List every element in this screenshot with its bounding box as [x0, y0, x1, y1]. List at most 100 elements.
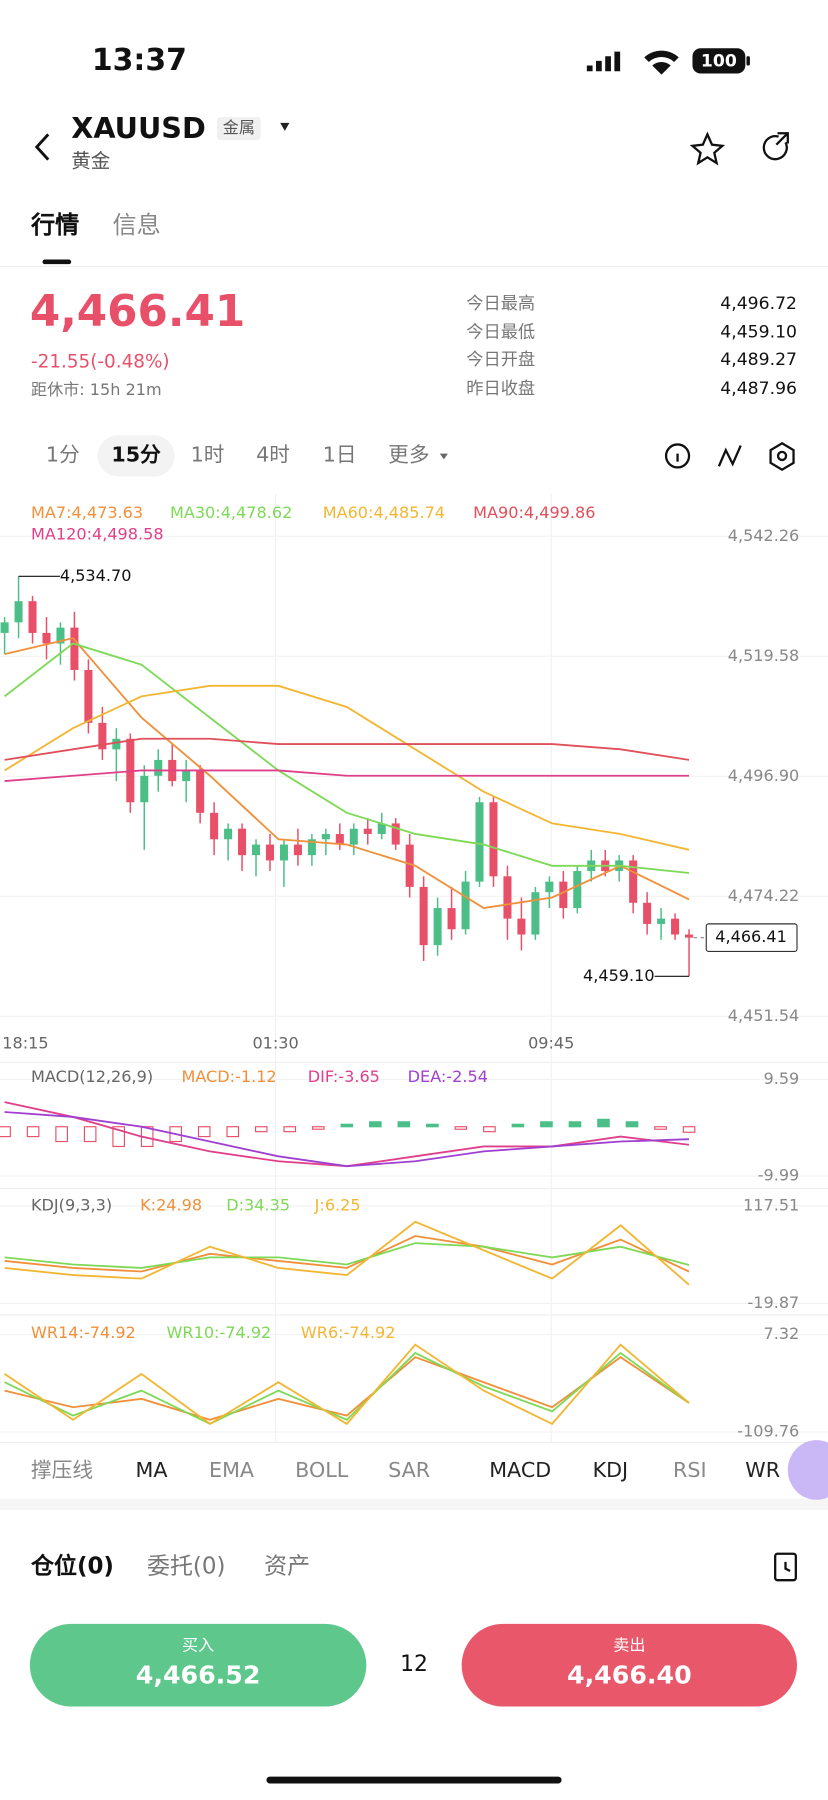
- stat-value: 4,489.27: [720, 349, 797, 370]
- candle-body: [349, 828, 358, 845]
- time-label: 09:45: [528, 1033, 574, 1052]
- share-icon[interactable]: [762, 132, 789, 161]
- buy-button[interactable]: [29, 1623, 367, 1707]
- candle-body: [112, 738, 121, 750]
- legend-item: MA60:4,485.74: [322, 504, 446, 523]
- indicator-icon[interactable]: [717, 445, 742, 467]
- back-icon[interactable]: [34, 133, 50, 161]
- position-tab[interactable]: 资产: [264, 1551, 311, 1580]
- y-tick-label: 9.59: [764, 1069, 800, 1088]
- ma-line: [4, 684, 690, 851]
- sell-button[interactable]: [461, 1623, 797, 1707]
- dropdown-icon[interactable]: [280, 122, 290, 131]
- candle-body: [433, 908, 442, 946]
- candle-body: [42, 632, 51, 644]
- last-price-label: 4,466.41: [715, 927, 787, 946]
- y-tick-label: -9.99: [758, 1165, 800, 1184]
- candle-body: [629, 860, 638, 903]
- interval-tab[interactable]: 15分: [111, 443, 161, 468]
- info-icon[interactable]: [664, 443, 691, 469]
- interval-tab[interactable]: 1日: [322, 443, 357, 468]
- candle-body: [559, 881, 568, 909]
- indicator-tab[interactable]: MA: [135, 1458, 168, 1483]
- candle-body: [517, 918, 526, 935]
- wr-line: [4, 1356, 690, 1421]
- legend-item: DEA:-2.54: [407, 1068, 488, 1087]
- candle-body: [70, 627, 79, 670]
- status-time: 13:37: [91, 43, 187, 79]
- candle-body: [391, 823, 400, 845]
- sell-label: 卖出: [613, 1636, 646, 1655]
- interval-tab[interactable]: 4时: [256, 443, 290, 468]
- y-tick-label: 117.51: [743, 1195, 799, 1214]
- macd-bar: [397, 1121, 411, 1128]
- candle-body: [210, 812, 219, 840]
- macd-bar: [625, 1121, 639, 1128]
- candle-body: [252, 844, 261, 856]
- interval-tab[interactable]: 1时: [190, 443, 225, 468]
- candle-body: [643, 902, 652, 924]
- indicator-tab[interactable]: MACD: [489, 1458, 552, 1483]
- order-history-icon: [784, 1561, 791, 1573]
- high-label: 4,534.70: [60, 566, 132, 585]
- settings-icon[interactable]: [769, 441, 795, 472]
- macd-bar: [483, 1126, 496, 1133]
- tab[interactable]: 信息: [112, 211, 161, 239]
- buy-label: 买入: [182, 1636, 215, 1655]
- low-label: 4,459.10: [583, 966, 655, 985]
- candle-body: [28, 601, 37, 633]
- battery-icon: [746, 56, 750, 66]
- tab[interactable]: 行情: [31, 211, 80, 239]
- macd-bar: [369, 1121, 382, 1128]
- candle-body: [377, 823, 386, 834]
- legend-item: KDJ(9,3,3): [31, 1196, 113, 1216]
- indicator-tab[interactable]: SAR: [388, 1458, 431, 1483]
- legend-item: MACD:-1.12: [181, 1068, 277, 1087]
- macd-bar: [597, 1118, 610, 1128]
- indicator-tab[interactable]: 撑压线: [31, 1458, 94, 1483]
- tab-underline: [42, 259, 72, 265]
- indicator-tab[interactable]: RSI: [672, 1458, 707, 1483]
- macd-bar: [197, 1126, 211, 1138]
- legend-item: MA7:4,473.63: [31, 504, 144, 523]
- interval-tab[interactable]: 更多: [388, 443, 430, 468]
- position-tab[interactable]: 仓位(0): [31, 1551, 114, 1580]
- macd-bar: [340, 1123, 354, 1128]
- time-label: 18:15: [2, 1033, 48, 1052]
- interval-tab[interactable]: 1分: [45, 443, 80, 468]
- macd-bar: [540, 1121, 553, 1128]
- candle-body: [685, 934, 694, 938]
- macd-line: [4, 1111, 690, 1168]
- candle-body: [475, 802, 484, 882]
- candle-body: [196, 770, 205, 813]
- quantity[interactable]: 12: [400, 1651, 428, 1677]
- indicator-tab[interactable]: BOLL: [295, 1458, 349, 1483]
- wifi-icon: [644, 50, 679, 75]
- y-tick-label: 7.32: [764, 1324, 800, 1343]
- macd-bar: [454, 1126, 468, 1130]
- position-tab[interactable]: 委托(0): [146, 1551, 226, 1580]
- candle-body: [489, 802, 498, 877]
- home-indicator: [266, 1776, 562, 1784]
- candle-body: [238, 828, 247, 856]
- candle-body: [447, 908, 456, 930]
- ma-line: [4, 769, 690, 782]
- y-tick-label: -19.87: [748, 1293, 800, 1312]
- y-tick-label: 4,519.58: [728, 646, 800, 665]
- ma-line: [4, 642, 690, 874]
- candle-body: [363, 828, 372, 834]
- stat-label: 今日最高: [466, 292, 536, 314]
- star-icon[interactable]: [689, 131, 726, 166]
- stat-label: 今日开盘: [466, 349, 536, 370]
- candle-body: [0, 622, 9, 633]
- candle-body: [573, 871, 582, 909]
- y-tick-label: 4,496.90: [728, 766, 800, 785]
- indicator-tab[interactable]: WR: [745, 1458, 781, 1483]
- indicator-tab[interactable]: EMA: [209, 1458, 255, 1483]
- battery-icon: [692, 48, 746, 74]
- indicator-tab[interactable]: KDJ: [592, 1458, 629, 1483]
- order-history-icon[interactable]: [774, 1552, 797, 1582]
- floating-button[interactable]: [787, 1440, 828, 1500]
- legend-item: WR10:-74.92: [166, 1324, 272, 1343]
